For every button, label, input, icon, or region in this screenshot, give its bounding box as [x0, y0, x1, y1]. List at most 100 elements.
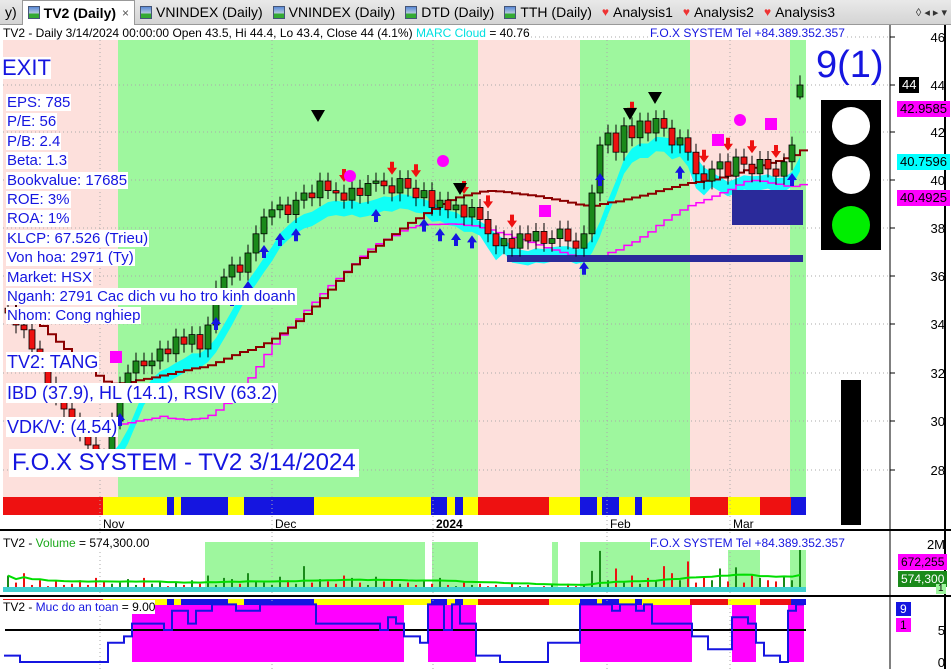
candle-body — [596, 144, 604, 194]
fundamental-item: P/B: 2.4 — [6, 132, 62, 150]
status-strip-segment — [580, 497, 597, 515]
cloud-value: = 40.76 — [489, 26, 530, 40]
candle-body — [628, 125, 636, 139]
chart-icon — [27, 6, 40, 19]
candle-body — [196, 334, 204, 350]
candle-body — [164, 348, 172, 355]
safety-strip-segment — [478, 599, 549, 605]
price-tick-label: 40 — [930, 173, 945, 188]
safety-strip-segment — [455, 599, 463, 605]
tab-y[interactable]: y) — [0, 0, 22, 25]
chart-icon — [504, 5, 517, 19]
safety-zone — [788, 605, 796, 662]
safety-zone — [148, 605, 156, 662]
candle-body — [716, 161, 724, 170]
safety-zone — [220, 605, 228, 662]
candle-body — [412, 187, 420, 199]
safety-strip-segment — [431, 599, 447, 605]
traffic-light-bottom — [832, 206, 870, 244]
candle-body — [676, 137, 684, 146]
status-strip-segment — [478, 497, 549, 515]
safety-zone — [284, 605, 292, 662]
tab-vnindex-daily[interactable]: VNINDEX (Daily) — [268, 0, 401, 25]
safety-strip-segment — [244, 599, 314, 605]
traffic-light-top — [832, 107, 870, 145]
safety-zone — [444, 605, 452, 662]
safety-zone — [172, 605, 180, 662]
status-strip-segment — [181, 497, 228, 515]
fundamental-item: ROE: 3% — [6, 191, 71, 208]
status-strip-segment — [728, 497, 760, 515]
candle-body — [660, 118, 668, 129]
safety-zone — [212, 605, 220, 662]
price-tick-label: 44 — [930, 78, 945, 93]
safety-strip-segment — [791, 599, 806, 605]
cloud-label: MARC Cloud — [415, 26, 486, 40]
candle-body — [476, 206, 484, 220]
date-tick-label: Feb — [610, 517, 631, 531]
tab-label: Analysis1 — [612, 4, 673, 20]
status-strip-segment — [549, 497, 580, 515]
tab-label: Analysis2 — [694, 4, 754, 20]
safety-zone — [660, 605, 668, 662]
tab-analysis2[interactable]: ♥ Analysis2 — [678, 0, 759, 25]
tab-analysis3[interactable]: ♥ Analysis3 — [759, 0, 840, 25]
safety-zone — [132, 605, 140, 662]
tab-vnindex-daily[interactable]: VNINDEX (Daily) — [135, 0, 268, 25]
safety-zone — [652, 605, 660, 662]
safety-symbol: TV2 - — [3, 600, 36, 614]
signal-label: EXIT — [2, 55, 51, 80]
candle-body — [548, 238, 556, 244]
candle-body — [588, 192, 596, 235]
candle-body — [172, 336, 180, 355]
candle-body — [380, 180, 388, 187]
safety-zone — [348, 605, 356, 662]
price-tick-label: 32 — [930, 366, 945, 381]
buy-arrow-icon — [451, 233, 461, 246]
magenta-square-icon — [765, 118, 777, 130]
fundamental-item: ROA: 1% — [6, 210, 71, 228]
fundamental-item: Nganh: 2791 Cac dich vu ho tro kinh doan… — [6, 288, 297, 305]
volume-small-tag: 1 — [936, 583, 946, 594]
peak-marker-icon — [453, 183, 467, 195]
volume-value: = 574,300.00 — [75, 536, 150, 550]
resistance-line — [8, 149, 808, 385]
candle-body — [204, 324, 212, 350]
tab-label: DTD (Daily) — [421, 4, 495, 20]
tab-tth-daily[interactable]: TTH (Daily) — [499, 0, 597, 25]
magenta-square-icon — [110, 351, 122, 363]
tab-tv2-daily[interactable]: TV2 (Daily) × — [21, 0, 136, 25]
magenta-dot-icon — [437, 155, 449, 167]
brand-text: F.O.X SYSTEM Tel +84.389.352.357 — [650, 26, 845, 40]
traffic-light-middle — [832, 156, 870, 194]
fundamental-item: P/E: 56 — [6, 113, 58, 131]
tab-dtd-daily[interactable]: DTD (Daily) — [400, 0, 499, 25]
peak-marker-icon — [311, 110, 325, 122]
fundamental-item: Von hoa: 2971 (Ty) — [6, 249, 135, 267]
tab-scroll-arrows[interactable]: ◊ ◂ ▸ ▾ — [915, 6, 947, 19]
candle-body — [684, 137, 692, 153]
candle-body — [780, 161, 788, 177]
sell-arrow-icon — [411, 164, 421, 178]
safety-zone — [196, 605, 204, 662]
candle-body — [636, 120, 644, 139]
candle-body — [540, 230, 548, 244]
peak-marker-icon — [648, 92, 662, 104]
ohlc-readout: TV2 - Daily 3/14/2024 00:00:00 Open 43.5… — [3, 26, 413, 40]
status-strip-segment — [167, 497, 174, 515]
vdk-label: VDK/V: (4.54) — [6, 417, 119, 437]
sell-arrow-icon — [747, 140, 757, 154]
safety-zone — [268, 605, 276, 662]
safety-zone — [244, 605, 252, 662]
candle-body — [28, 329, 36, 350]
tab-analysis1[interactable]: ♥ Analysis1 — [597, 0, 678, 25]
buy-arrow-icon — [259, 245, 269, 258]
price-pane-header: TV2 - Daily 3/14/2024 00:00:00 Open 43.5… — [3, 26, 530, 40]
candle-body — [644, 120, 652, 134]
price-tick-label: 46 — [930, 30, 945, 45]
safety-zone — [228, 605, 236, 662]
safety-zone — [668, 605, 676, 662]
close-tab-icon[interactable]: × — [122, 5, 130, 20]
safety-zone — [748, 605, 756, 662]
